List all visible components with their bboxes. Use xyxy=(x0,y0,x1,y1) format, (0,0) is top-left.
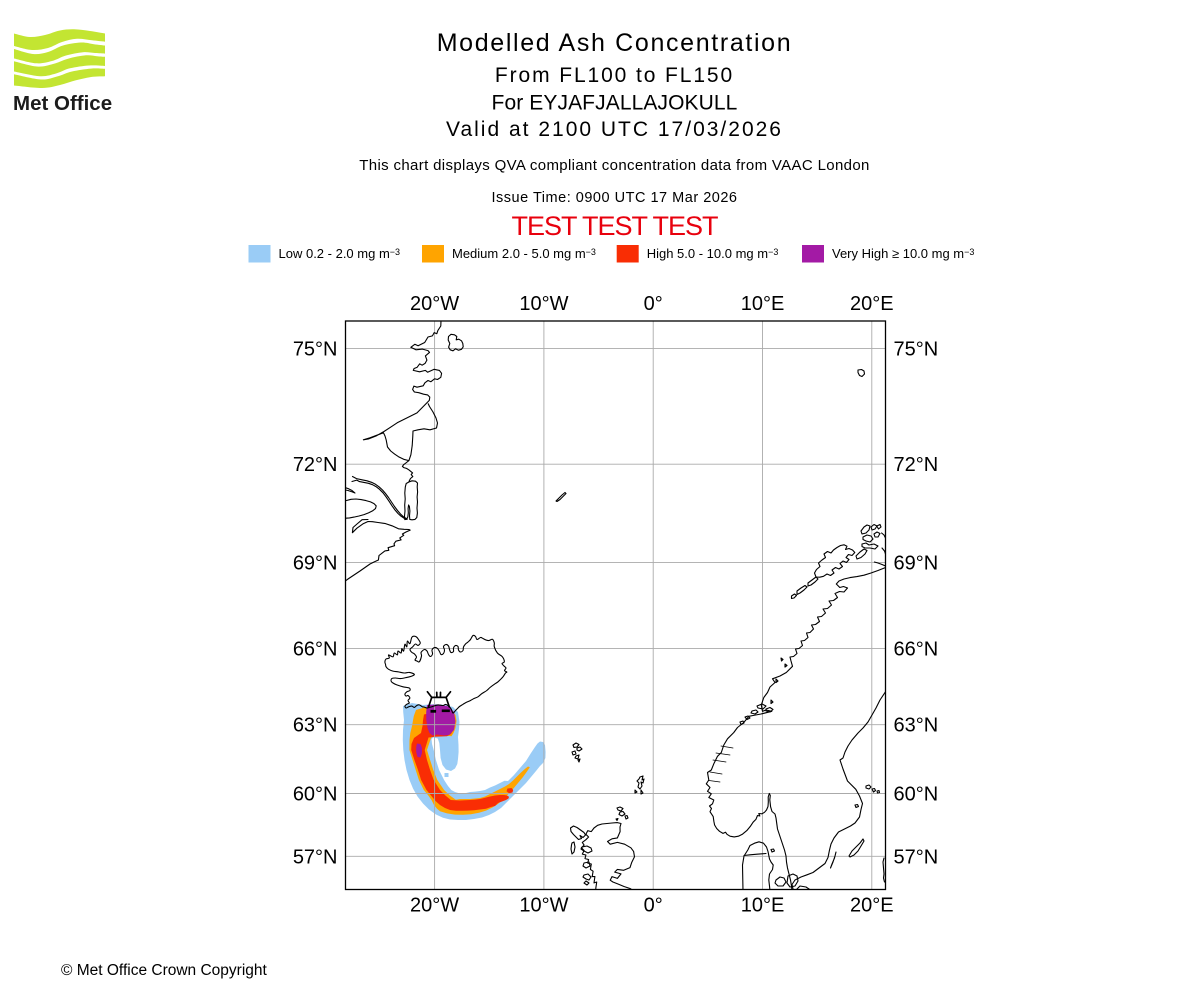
svg-text:10°E: 10°E xyxy=(741,895,785,917)
svg-text:20°W: 20°W xyxy=(410,293,459,315)
svg-text:69°N: 69°N xyxy=(293,553,338,575)
svg-text:75°N: 75°N xyxy=(293,338,338,360)
svg-text:60°N: 60°N xyxy=(293,784,338,806)
svg-text:10°W: 10°W xyxy=(519,293,568,315)
svg-text:69°N: 69°N xyxy=(894,553,939,575)
svg-text:72°N: 72°N xyxy=(293,454,338,476)
svg-text:Medium 2.0 - 5.0 mg m−3: Medium 2.0 - 5.0 mg m−3 xyxy=(452,246,596,261)
svg-text:72°N: 72°N xyxy=(894,454,939,476)
svg-text:20°W: 20°W xyxy=(410,895,459,917)
svg-text:TEST TEST TEST: TEST TEST TEST xyxy=(511,211,718,241)
svg-text:75°N: 75°N xyxy=(894,338,939,360)
svg-text:Issue Time: 0900 UTC 17 Mar 20: Issue Time: 0900 UTC 17 Mar 2026 xyxy=(491,190,737,206)
svg-text:57°N: 57°N xyxy=(293,846,338,868)
svg-text:0°: 0° xyxy=(644,293,663,315)
svg-text:20°E: 20°E xyxy=(850,293,894,315)
svg-text:63°N: 63°N xyxy=(293,715,338,737)
svg-text:Modelled Ash Concentration: Modelled Ash Concentration xyxy=(437,29,793,57)
svg-text:66°N: 66°N xyxy=(894,638,939,660)
svg-text:10°W: 10°W xyxy=(519,895,568,917)
svg-text:10°E: 10°E xyxy=(741,293,785,315)
svg-text:66°N: 66°N xyxy=(293,638,338,660)
svg-text:This chart displays QVA compli: This chart displays QVA compliant concen… xyxy=(359,157,870,174)
svg-text:57°N: 57°N xyxy=(894,846,939,868)
svg-text:© Met Office Crown Copyright: © Met Office Crown Copyright xyxy=(61,962,268,979)
svg-text:63°N: 63°N xyxy=(894,715,939,737)
svg-text:For EYJAFJALLAJOKULL: For EYJAFJALLAJOKULL xyxy=(492,92,738,115)
svg-text:Valid at 2100 UTC 17/03/2026: Valid at 2100 UTC 17/03/2026 xyxy=(446,118,783,141)
svg-text:60°N: 60°N xyxy=(894,784,939,806)
svg-text:From FL100 to FL150: From FL100 to FL150 xyxy=(495,64,734,87)
svg-text:Low 0.2 - 2.0 mg m−3: Low 0.2 - 2.0 mg m−3 xyxy=(279,246,401,261)
svg-text:High 5.0 - 10.0 mg m−3: High 5.0 - 10.0 mg m−3 xyxy=(647,246,779,261)
svg-text:0°: 0° xyxy=(644,895,663,917)
svg-text:20°E: 20°E xyxy=(850,895,894,917)
svg-text:Very High ≥ 10.0 mg m−3: Very High ≥ 10.0 mg m−3 xyxy=(832,246,974,261)
svg-text:Met Office: Met Office xyxy=(13,92,112,115)
